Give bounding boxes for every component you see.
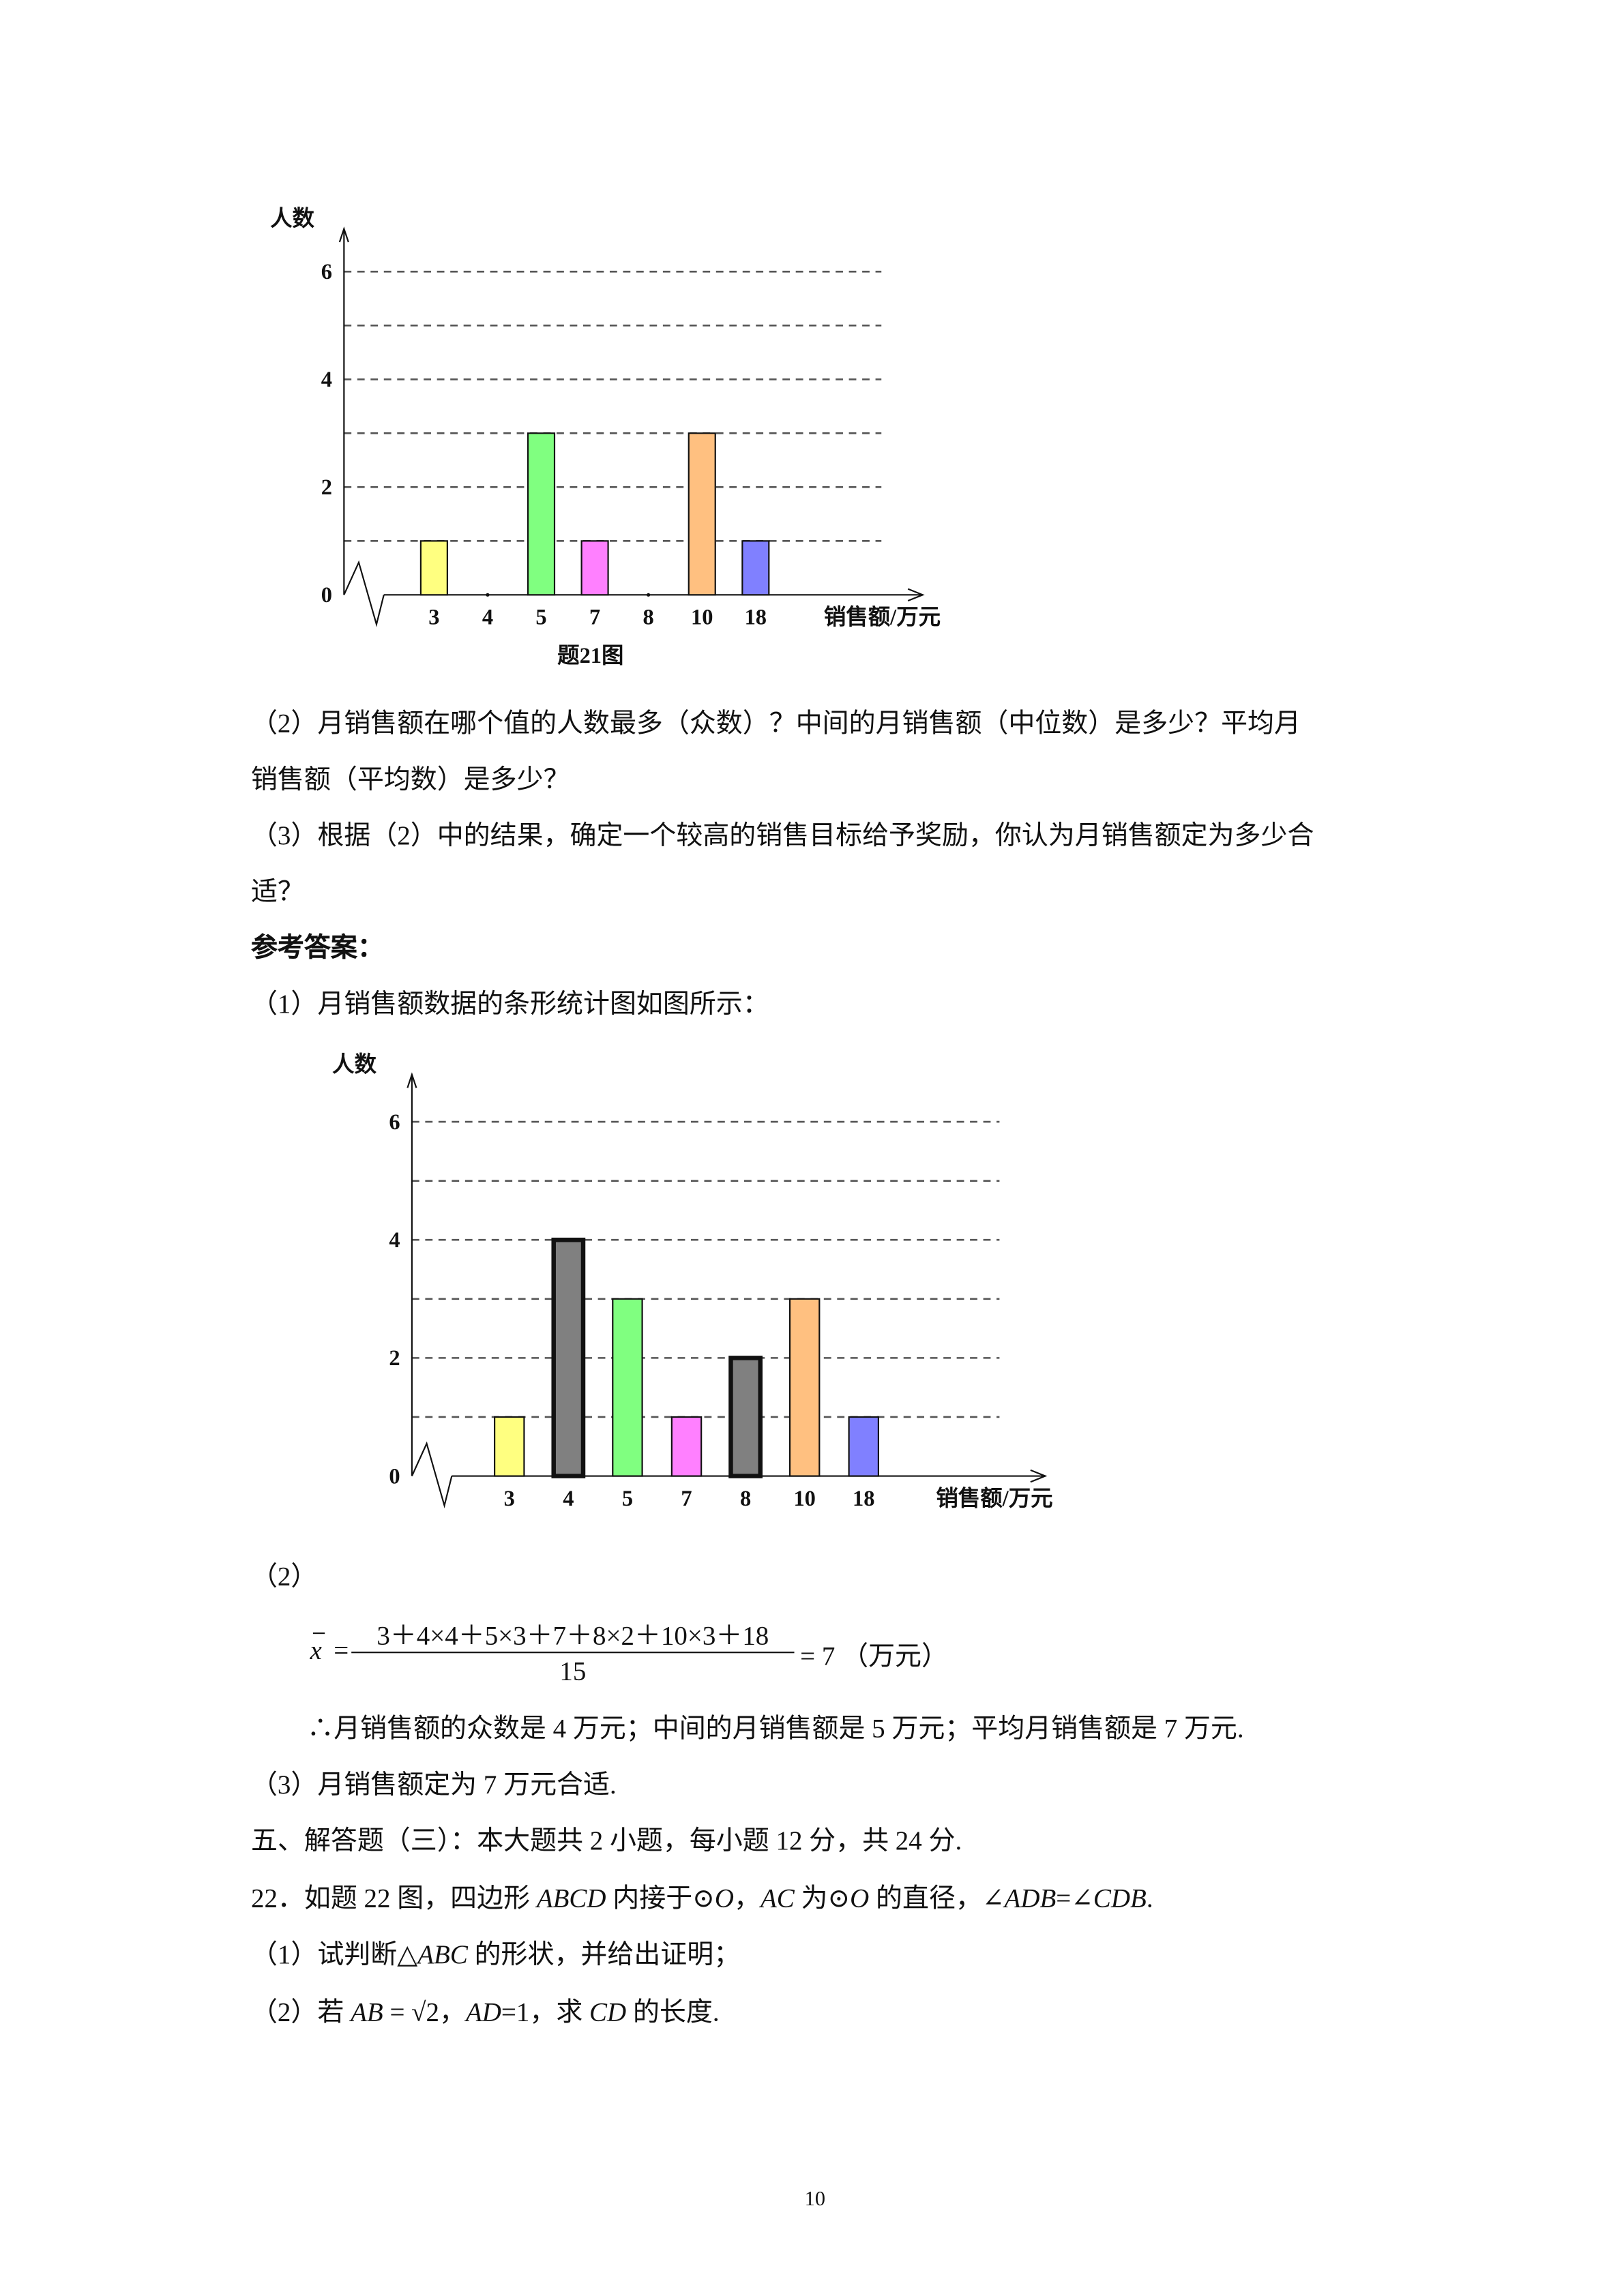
question-3-line-2: 适？ — [250, 876, 304, 907]
x-tick-label: 18 — [853, 1487, 874, 1511]
bar-8 — [728, 1356, 763, 1478]
x-tick-label: 4 — [482, 606, 493, 630]
page-number: 10 — [804, 2189, 825, 2211]
x-tick-label: 10 — [691, 606, 713, 630]
text-segment: 为⊙ — [794, 1883, 851, 1913]
y-axis-label: 人数 — [332, 1052, 377, 1077]
bar-3 — [419, 540, 448, 596]
bar-7 — [580, 540, 609, 596]
text-segment: 内接于⊙ — [606, 1883, 715, 1913]
bar-5 — [612, 1298, 643, 1477]
math-symbol: O — [714, 1883, 734, 1913]
math-symbol: ABCD — [536, 1883, 606, 1913]
tick-dot — [486, 593, 490, 597]
x-axis-label: 销售额/万元 — [824, 605, 941, 630]
math-symbol: ADB — [1004, 1883, 1057, 1913]
axis-break-icon — [343, 560, 385, 627]
x-tick-label: 7 — [681, 1487, 692, 1511]
bar-18 — [741, 540, 770, 596]
y-tick-label: 6 — [321, 260, 332, 284]
x-bar: x — [310, 1632, 325, 1666]
figure-caption: 题21图 — [557, 644, 623, 668]
bar-3 — [494, 1416, 525, 1477]
y-tick-label: 2 — [389, 1346, 400, 1371]
x-tick-label: 18 — [745, 606, 767, 630]
y-axis-arrow — [407, 1072, 417, 1088]
x-axis-arrow — [1030, 1469, 1048, 1483]
math-symbol: CDB — [1093, 1883, 1147, 1913]
x-tick-label: 7 — [589, 606, 600, 630]
question-22-part-1: （1）试判断△ABC 的形状，并给出证明； — [251, 1938, 740, 1971]
text-segment: （1）试判断△ — [250, 1939, 418, 1969]
question-2-line-1: （2）月销售额在哪个值的人数最多（众数）？中间的月销售额（中位数）是多少？平均月 — [250, 708, 1301, 739]
text-segment: =1，求 — [501, 1997, 590, 2027]
formula-numerator: 3＋4×4＋5×3＋7＋8×2＋10×3＋18 — [377, 1620, 769, 1650]
x-tick-label: 3 — [504, 1487, 515, 1511]
text-segment: 22．如题 22 图，四边形 — [250, 1883, 537, 1913]
y-tick-label: 0 — [321, 583, 332, 608]
y-axis-arrow — [338, 226, 349, 243]
fraction-bar — [351, 1652, 795, 1654]
math-symbol: O — [850, 1883, 870, 1913]
y-axis-label: 人数 — [270, 206, 314, 231]
text-segment: = √2， — [383, 1997, 466, 2027]
answer-heading: 参考答案： — [250, 932, 384, 963]
section-5-heading: 五、解答题（三）：本大题共 2 小题，每小题 12 分，共 24 分. — [250, 1825, 962, 1855]
answer-3: （3）月销售额定为 7 万元合适. — [250, 1770, 617, 1800]
text-segment: ， — [733, 1883, 761, 1913]
y-tick-label: 2 — [321, 475, 332, 500]
math-symbol: AC — [760, 1883, 795, 1913]
x-tick-label: 8 — [643, 606, 654, 630]
formula-result: = 7 （万元） — [800, 1641, 948, 1671]
question-22: 22．如题 22 图，四边形 ABCD 内接于⊙O，AC 为⊙O 的直径，∠AD… — [251, 1882, 1153, 1915]
formula-denominator: 15 — [559, 1656, 587, 1686]
bar-18 — [848, 1416, 879, 1477]
bar-5 — [527, 432, 556, 596]
x-tick-label: 5 — [535, 606, 546, 630]
equals-sign: = — [334, 1635, 349, 1665]
axis-break-icon — [411, 1441, 453, 1509]
x-axis-label: 销售额/万元 — [936, 1486, 1052, 1511]
text-segment: 的直径，∠ — [869, 1883, 1005, 1913]
tick-dot — [647, 593, 651, 597]
y-tick-label: 0 — [389, 1464, 400, 1489]
x-tick-label: 3 — [428, 606, 439, 630]
text-segment: （2）若 — [250, 1997, 351, 2027]
bar-10 — [688, 432, 716, 596]
text-segment: 的形状，并给出证明； — [467, 1939, 741, 1969]
answer-2-label: （2） — [250, 1562, 318, 1592]
x-tick-label: 10 — [793, 1487, 815, 1511]
x-tick-label: 4 — [563, 1487, 574, 1511]
x-tick-label: 8 — [740, 1487, 751, 1511]
text-segment: . — [1146, 1883, 1153, 1913]
math-symbol: CD — [589, 1997, 627, 2027]
answer-1: （1）月销售额数据的条形统计图如图所示： — [250, 989, 769, 1019]
text-segment: =∠ — [1056, 1883, 1093, 1913]
x-tick-label: 5 — [622, 1487, 633, 1511]
y-tick-label: 4 — [389, 1228, 400, 1253]
y-tick-label: 4 — [321, 368, 332, 392]
answer-2-conclusion: ∴月销售额的众数是 4 万元；中间的月销售额是 5 万元；平均月销售额是 7 万… — [307, 1714, 1244, 1744]
math-symbol: ABC — [417, 1939, 468, 1969]
bar-4 — [551, 1237, 586, 1478]
question-3-line-1: （3）根据（2）中的结果，确定一个较高的销售目标给予奖励，你认为月销售额定为多少… — [250, 820, 1314, 850]
y-tick-label: 6 — [389, 1110, 400, 1135]
x-axis-arrow — [907, 588, 925, 601]
bar-10 — [788, 1298, 821, 1477]
question-22-part-2: （2）若 AB = √2，AD=1，求 CD 的长度. — [251, 1995, 720, 2028]
text-segment: 的长度. — [626, 1997, 720, 2027]
math-symbol: AD — [465, 1997, 501, 2027]
bar-7 — [670, 1416, 703, 1477]
math-symbol: AB — [351, 1997, 383, 2027]
bar-chart-answer: 0 2 4 6 人数 3 4 5 7 8 10 18 销售额/万元 — [332, 1052, 1053, 1511]
question-2-line-2: 销售额（平均数）是多少？ — [250, 764, 570, 794]
